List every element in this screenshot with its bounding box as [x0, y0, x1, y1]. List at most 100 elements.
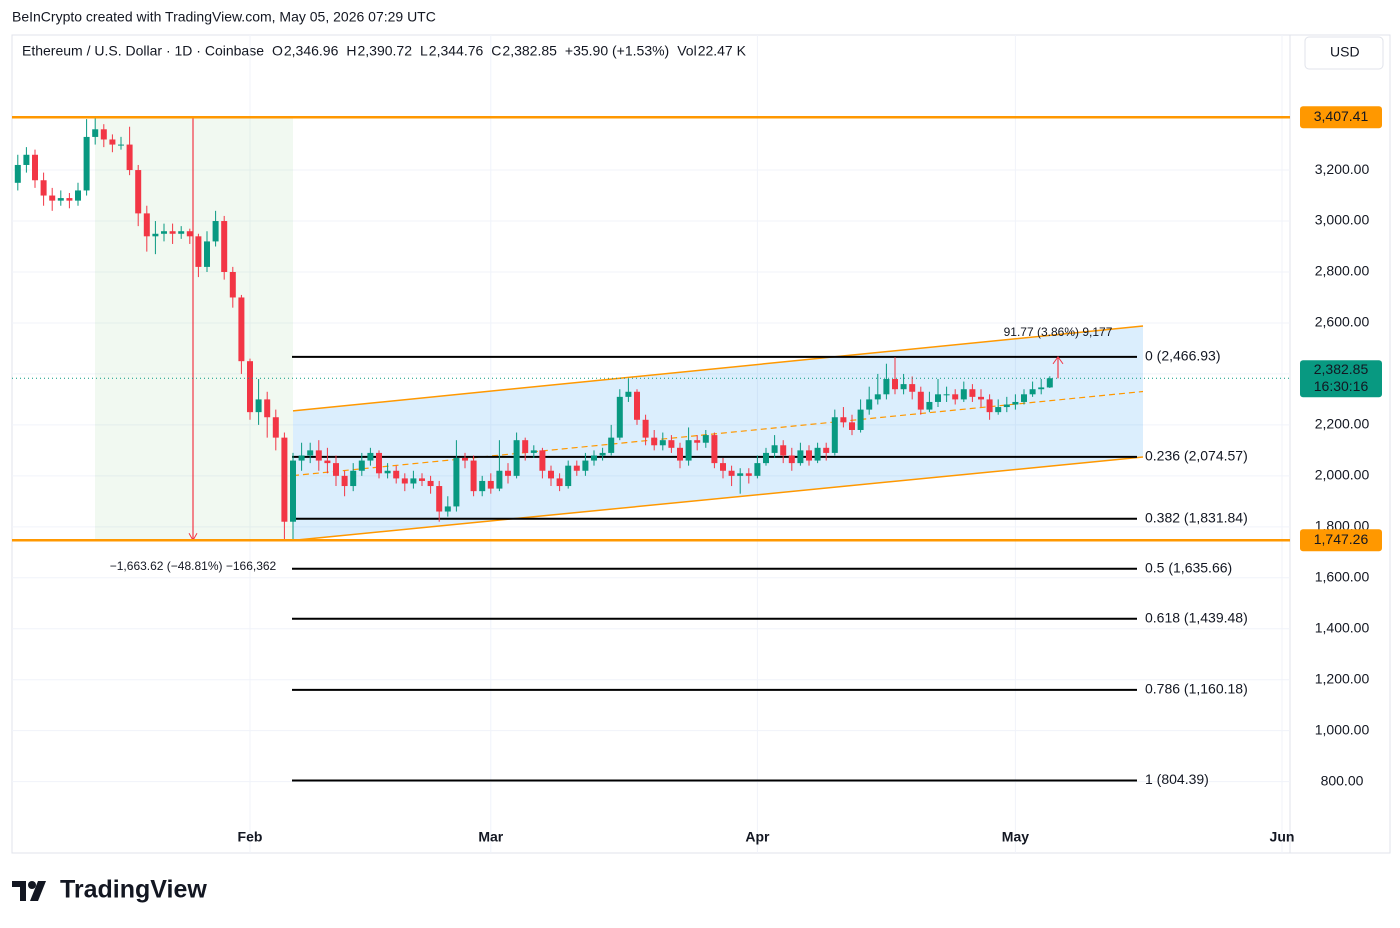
candle-body [109, 139, 116, 145]
candle-body [780, 445, 787, 456]
candle-body [892, 379, 898, 390]
legend-value: 2,346.96 [284, 43, 339, 59]
candle-body [823, 447, 830, 453]
candle-body [143, 213, 150, 237]
candle-body [307, 450, 314, 456]
candle-body [668, 440, 675, 448]
candle-body [126, 144, 133, 171]
y-tick-label: 3,200.00 [1315, 161, 1370, 177]
channel-upper [292, 325, 1144, 412]
candle-body [935, 394, 941, 402]
candle-body [444, 506, 451, 512]
candle-body [315, 450, 322, 461]
candle-body [866, 399, 873, 410]
channel-fill [293, 326, 1143, 541]
candle-body [66, 198, 73, 201]
y-tick-label: 1,400.00 [1315, 619, 1370, 635]
candle-body [427, 480, 434, 487]
candle-body [1046, 378, 1053, 388]
candle-body [57, 198, 64, 201]
candle-body [100, 129, 107, 140]
candle-body [522, 440, 529, 453]
candle-body [909, 384, 916, 392]
candle-body [436, 486, 443, 512]
candle-body [462, 458, 468, 461]
legend-value: +35.90 (+1.53%) [565, 43, 669, 59]
candle-body [195, 236, 202, 267]
candle-body [135, 170, 142, 214]
candle-body [513, 440, 520, 476]
candle-body [350, 470, 357, 487]
candle-body [290, 460, 296, 522]
candle-body [788, 455, 795, 464]
y-tick-label: 2,200.00 [1315, 416, 1370, 432]
fib-label: 0.236 (2,074.57) [1145, 448, 1248, 464]
candle-body [763, 452, 769, 464]
credit: BeInCrypto created with TradingView.com,… [12, 9, 436, 25]
candle-body [849, 422, 855, 430]
level-tag [1300, 106, 1382, 129]
legend-key: Vol [677, 43, 696, 59]
legend-key: H [346, 43, 356, 59]
level-label: 3,407.41 [1314, 108, 1369, 124]
currency[interactable]: USD [1330, 44, 1360, 60]
candle-body [333, 463, 339, 476]
candle-body [376, 452, 382, 474]
candle-body [737, 473, 744, 476]
y-tick-label: 2,000.00 [1315, 467, 1370, 483]
x-tick-label: Feb [238, 829, 263, 845]
y-tick-label: 1,200.00 [1315, 670, 1370, 686]
candle-body [470, 460, 477, 492]
currency-button[interactable] [1304, 36, 1384, 70]
candle-body [384, 470, 391, 474]
candle-body [659, 440, 666, 446]
candle-body [917, 391, 924, 410]
candle-body [728, 470, 735, 476]
candle-body [926, 401, 933, 410]
fib-label: 0.786 (1,160.18) [1145, 681, 1248, 697]
candle-body [75, 190, 81, 201]
candle-body [634, 391, 640, 420]
candle-body [685, 440, 692, 461]
candle-body [1003, 404, 1010, 408]
candle-body [1012, 401, 1019, 405]
candle-body [986, 399, 993, 413]
brand-logo [12, 881, 46, 901]
candle-body [204, 241, 210, 267]
candle-body [720, 463, 726, 471]
candle-body [487, 480, 494, 489]
x-tick-label: Apr [745, 829, 770, 845]
candle-body [677, 447, 683, 461]
candle-body [874, 394, 881, 400]
candle-body [49, 195, 56, 201]
fib-label: 1 (804.39) [1145, 771, 1209, 787]
candle-body [298, 455, 305, 461]
y-tick-label: 1,000.00 [1315, 721, 1370, 737]
candle-body [530, 450, 537, 453]
y-tick-label: 2,800.00 [1315, 263, 1370, 279]
x-tick-label: Mar [478, 829, 503, 845]
candle-body [229, 271, 236, 298]
candle-body [453, 458, 460, 507]
legend-value: 22.47 K [698, 43, 747, 59]
legend-key: C [491, 43, 501, 59]
candle-body [952, 394, 959, 400]
candle-body [625, 391, 632, 397]
candle-body [556, 478, 563, 487]
candle-body [505, 470, 511, 476]
candle-body [883, 379, 890, 395]
candle-body [840, 417, 847, 423]
candle-body [178, 231, 185, 234]
candle-body [169, 231, 176, 234]
candle-body [212, 221, 219, 242]
candle-body [745, 473, 752, 476]
candle-body [272, 417, 279, 438]
candle-body [238, 297, 245, 362]
candle-body [831, 417, 838, 453]
candle-body [393, 470, 400, 479]
candle-body [900, 384, 907, 390]
candle-body [83, 136, 90, 191]
y-tick-label: 3,000.00 [1315, 212, 1370, 228]
legend-key: L [420, 43, 428, 59]
